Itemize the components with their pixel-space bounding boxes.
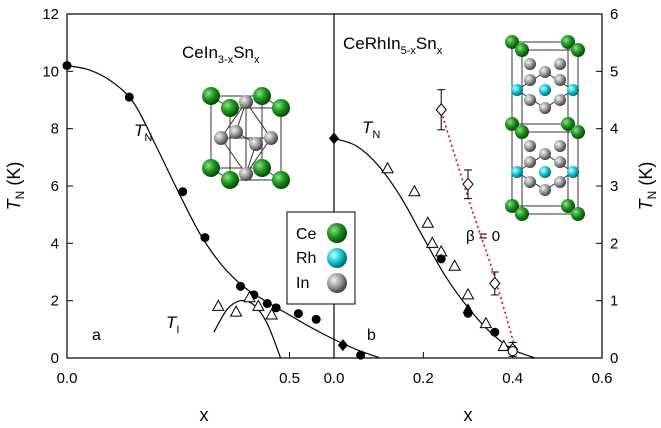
data-point-filled-circle — [62, 61, 72, 71]
data-point-open-triangle — [448, 259, 461, 271]
data-point-filled-circle — [262, 299, 272, 309]
x-tick-label: 0.2 — [413, 370, 434, 387]
data-point-filled-circle — [356, 350, 366, 360]
y-tick-label: 3 — [610, 178, 618, 195]
data-point-open-diamond — [489, 276, 501, 291]
panel-a-label: a — [92, 327, 101, 344]
left-x-axis-title: x — [200, 405, 209, 425]
legend-in-ball — [327, 273, 347, 293]
y-tick-label: 5 — [610, 63, 618, 80]
data-point-open-triangle — [497, 339, 511, 352]
legend-label-in: In — [296, 275, 309, 292]
data-point-open-triangle — [211, 299, 225, 311]
data-point-open-triangle — [252, 299, 265, 311]
beta-zero-label: β = 0 — [466, 228, 500, 245]
legend-ce-ball — [327, 223, 347, 243]
x-tick-label: 0.0 — [324, 370, 345, 387]
y-tick-label: 0 — [51, 350, 59, 367]
legend-label-rh: Rh — [296, 250, 316, 267]
data-point-open-circle — [507, 346, 518, 357]
data-point-open-diamond — [462, 177, 474, 192]
y-tick-label: 0 — [610, 350, 618, 367]
data-point-filled-circle — [311, 314, 321, 324]
right-y-axis-title: TN (K) — [636, 162, 659, 211]
data-point-filled-circle — [293, 309, 303, 319]
data-point-open-triangle — [408, 184, 421, 197]
x-tick-label: 0.0 — [57, 370, 78, 387]
data-point-filled-circle — [124, 92, 134, 102]
fit-curve — [333, 137, 536, 359]
y-tick-label: 4 — [610, 121, 618, 138]
y-tick-label: 4 — [51, 235, 59, 252]
data-point-open-triangle — [243, 290, 256, 303]
y-tick-label: 6 — [51, 178, 59, 195]
y-tick-label: 2 — [610, 235, 618, 252]
beta-zero-line — [440, 111, 518, 356]
panel-a-ti-label: TI — [166, 313, 179, 336]
cein3-crystal-structure-image — [202, 87, 290, 189]
data-point-filled-diamond — [329, 132, 339, 145]
data-point-filled-circle — [200, 233, 210, 243]
data-point-open-diamond — [435, 102, 447, 117]
data-point-filled-circle — [236, 281, 246, 291]
panel-b-label: b — [367, 327, 376, 344]
right-x-axis-title: x — [464, 405, 473, 425]
data-point-filled-circle — [436, 254, 446, 264]
data-point-filled-diamond — [337, 339, 348, 352]
data-point-filled-circle — [271, 303, 281, 313]
data-point-filled-circle — [490, 327, 500, 337]
data-point-open-triangle — [461, 287, 475, 300]
fit-curve — [66, 65, 379, 358]
cerhin5-crystal-structure-image — [505, 35, 585, 221]
y-tick-label: 6 — [610, 6, 618, 23]
data-point-open-triangle — [265, 307, 279, 320]
panel-b-compound: CeRhIn5-xSnx — [343, 34, 443, 57]
data-point-open-triangle — [425, 236, 439, 248]
left-y-axis-title: TN (K) — [4, 162, 27, 211]
data-point-open-triangle — [479, 316, 493, 329]
x-tick-label: 0.5 — [279, 370, 300, 387]
y-tick-label: 10 — [42, 63, 59, 80]
y-tick-label: 1 — [610, 293, 618, 310]
data-point-filled-circle — [178, 187, 188, 197]
panel-a-tn-label: TN — [134, 121, 152, 144]
legend-label-ce: Ce — [296, 226, 317, 243]
y-tick-label: 12 — [42, 6, 59, 23]
data-point-filled-triangle — [462, 303, 474, 314]
data-point-open-triangle — [229, 305, 243, 317]
element-legend: Ce Rh In — [286, 211, 356, 305]
data-point-open-triangle — [421, 216, 435, 228]
x-tick-label: 0.6 — [592, 370, 613, 387]
panel-a-compound: CeIn3-xSnx — [182, 43, 260, 66]
legend-rh-ball — [327, 248, 347, 268]
y-tick-label: 2 — [51, 293, 59, 310]
x-tick-label: 0.4 — [502, 370, 523, 387]
y-tick-label: 8 — [51, 121, 59, 138]
data-point-open-triangle — [381, 161, 394, 174]
fit-curve — [213, 299, 282, 359]
panel-b-tn-label: TN — [362, 118, 380, 141]
